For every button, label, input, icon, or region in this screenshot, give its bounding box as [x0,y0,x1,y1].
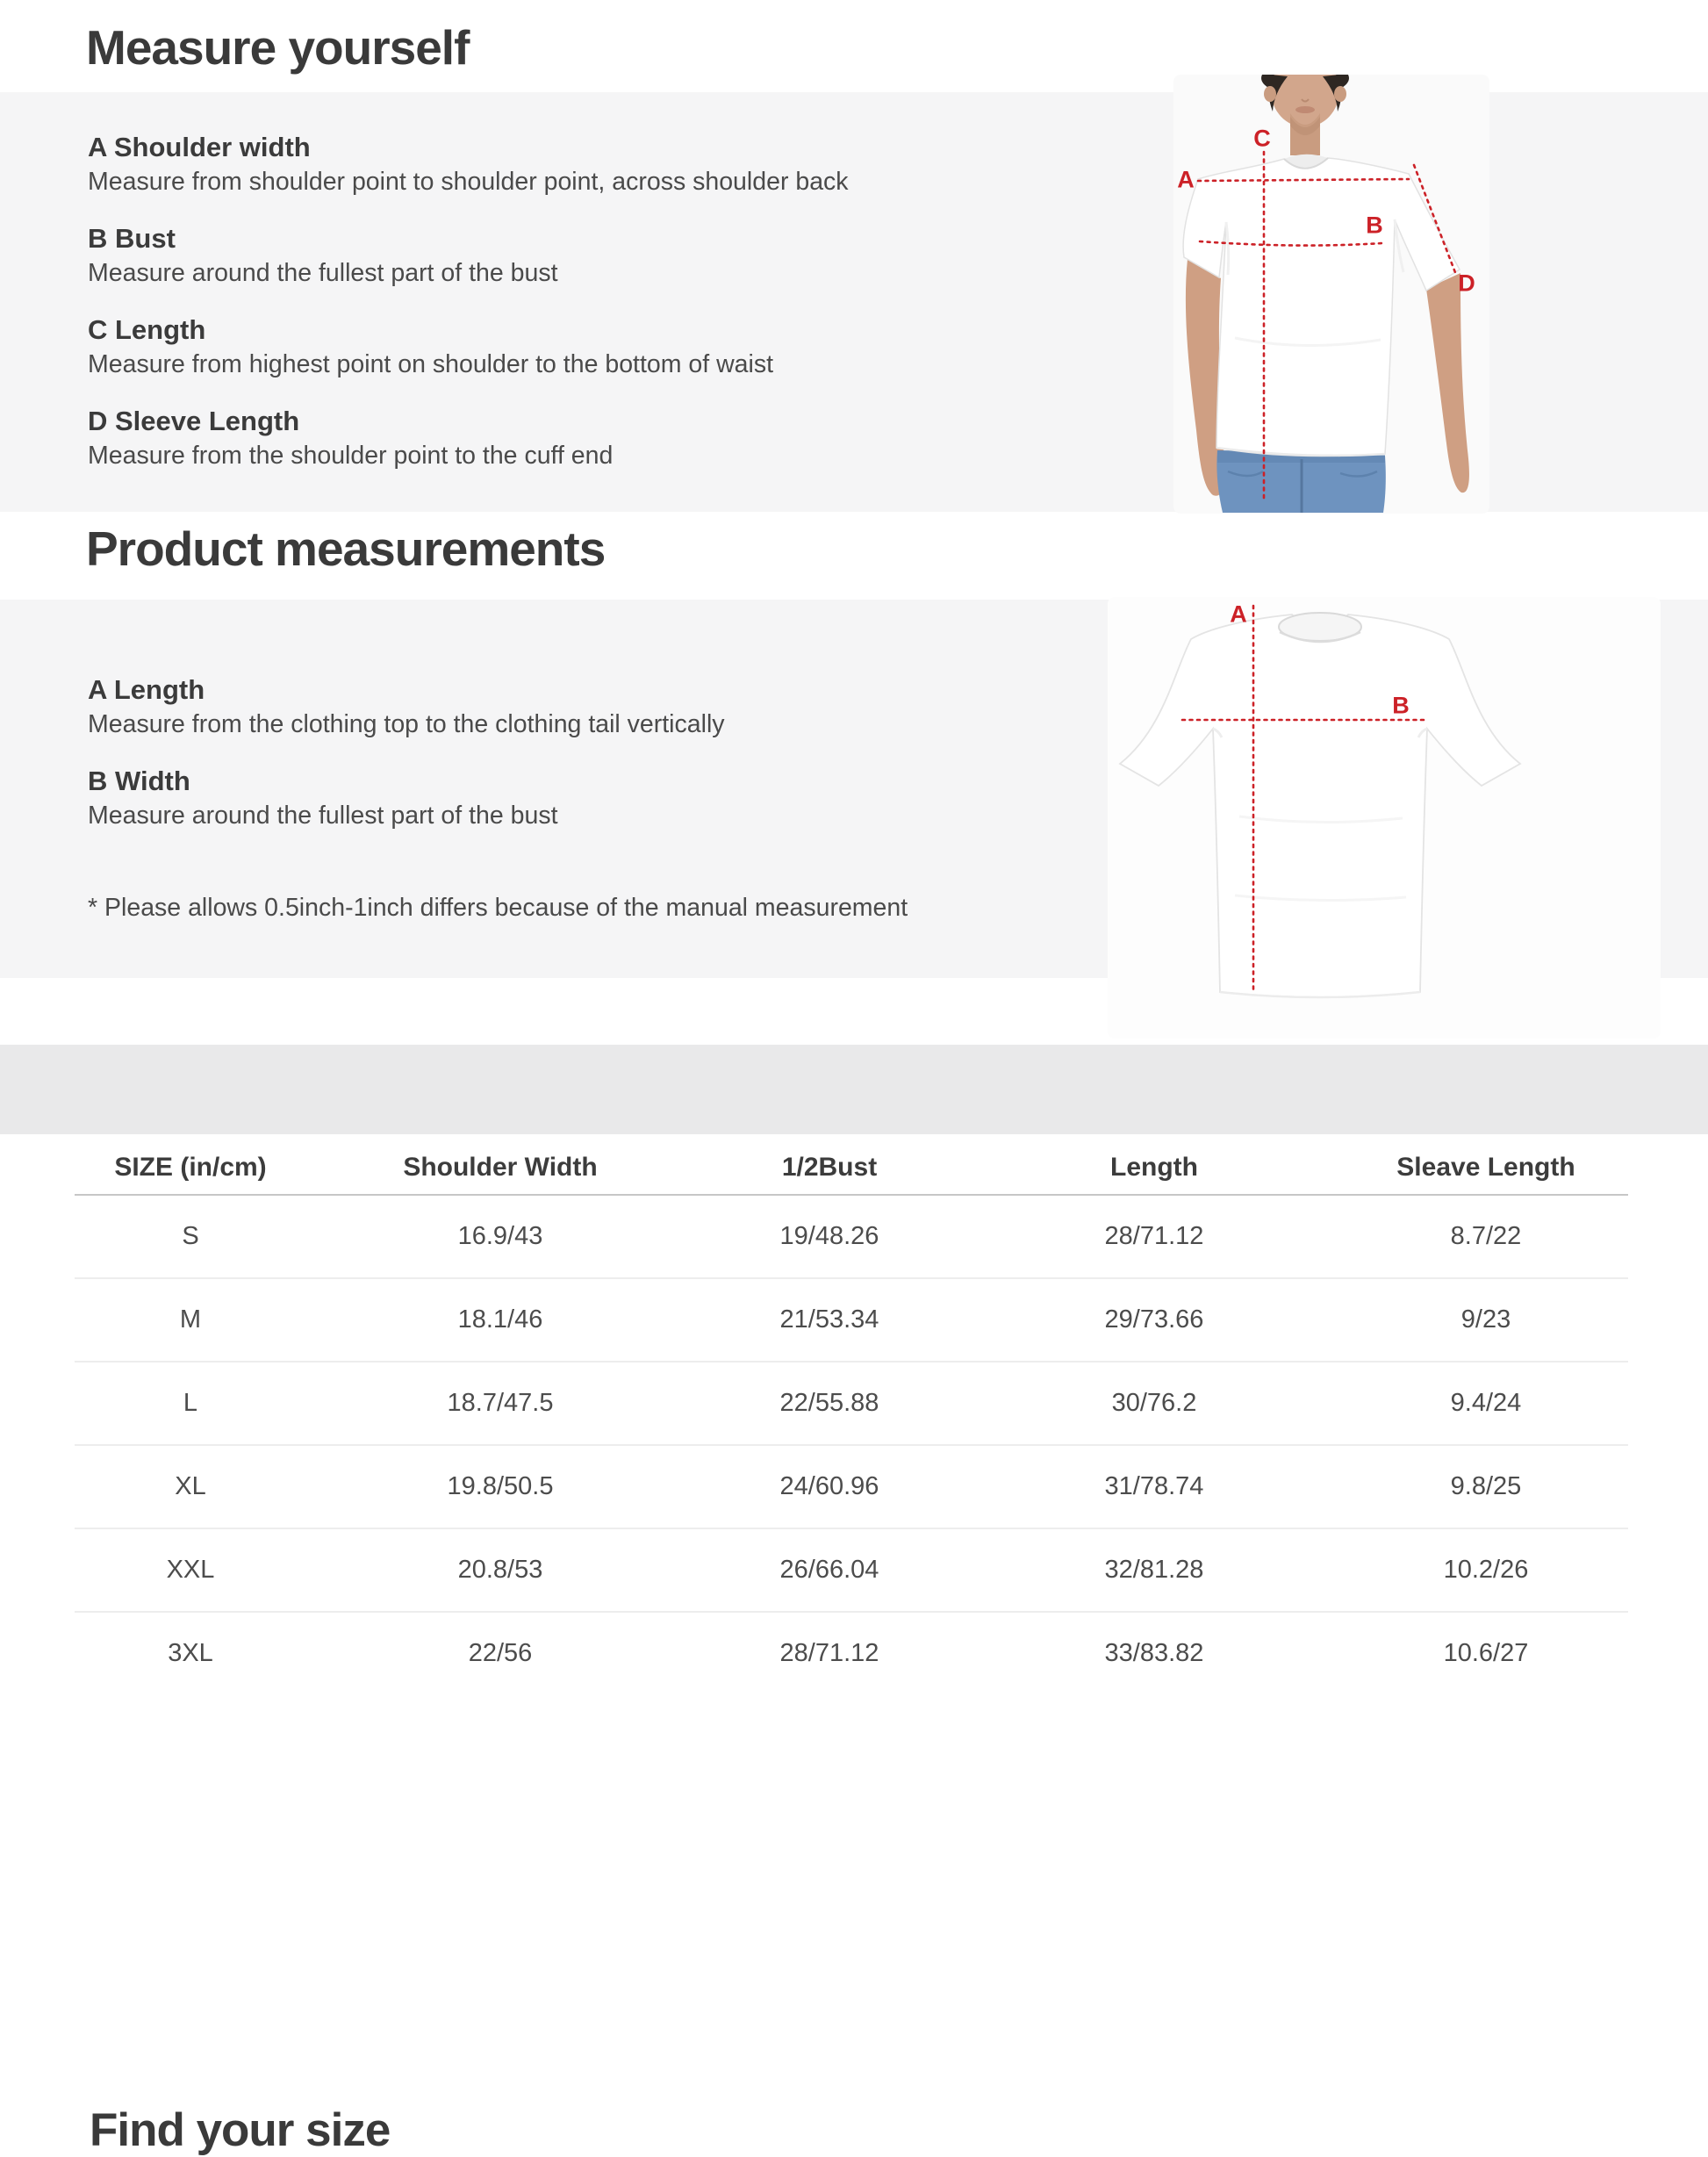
cell-sleeve-length: 9.4/24 [1450,1389,1522,1417]
measure-item-label: C Length [88,314,206,345]
cell-length: 33/83.82 [1104,1639,1204,1667]
measure-item-description: Measure from the clothing top to the clo… [88,710,725,738]
measure-item: A Shoulder width Measure from shoulder p… [88,131,849,199]
measure-item-description: Measure from the shoulder point to the c… [88,442,614,470]
cell-shoulder: 16.9/43 [457,1222,543,1250]
measure-item: C Length Measure from highest point on s… [88,313,849,382]
measure-yourself-title: Measure yourself [86,20,470,75]
measure-item: D Sleeve Length Measure from the shoulde… [88,405,849,473]
label-b-width-icon: B [1392,692,1410,719]
measure-item-label: B Bust [88,223,176,254]
size-table-header: SIZE (in/cm) Shoulder Width 1/2Bust Leng… [75,1141,1628,1196]
cell-length: 30/76.2 [1111,1389,1197,1417]
cell-sleeve-length: 9/23 [1460,1305,1511,1334]
cell-size: S [182,1222,199,1250]
cell-half-bust: 24/60.96 [779,1472,879,1500]
cell-half-bust: 22/55.88 [779,1389,879,1417]
product-measurements-title: Product measurements [86,521,606,576]
cell-size: XL [175,1472,206,1500]
measure-item: B Bust Measure around the fullest part o… [88,222,849,291]
column-header-shoulder: Shoulder Width [403,1153,598,1182]
manual-measurement-note: * Please allows 0.5inch-1inch differs be… [88,894,908,922]
flat-tshirt-illustration [1118,604,1522,999]
product-measurements-instructions: A Length Measure from the clothing top t… [88,673,725,856]
table-row: 3XL 22/56 28/71.12 33/83.82 10.6/27 [75,1613,1628,1694]
table-row: L 18.7/47.5 22/55.88 30/76.2 9.4/24 [75,1363,1628,1446]
measure-item: B Width Measure around the fullest part … [88,765,725,833]
flat-tshirt-photo: A B [1108,597,1661,1039]
label-a-length-icon: A [1230,600,1247,628]
measure-yourself-instructions: A Shoulder width Measure from shoulder p… [88,131,849,496]
measure-item-description: Measure around the fullest part of the b… [88,259,558,287]
column-header-half-bust: 1/2Bust [781,1153,878,1182]
measure-item-label: D Sleeve Length [88,406,300,436]
table-row: S 16.9/43 19/48.26 28/71.12 8.7/22 [75,1196,1628,1279]
column-header-length: Length [1110,1153,1198,1182]
cell-sleeve-length: 8.7/22 [1450,1222,1522,1250]
measure-item: A Length Measure from the clothing top t… [88,673,725,742]
cell-sleeve-length: 9.8/25 [1450,1472,1522,1500]
cell-size: M [179,1305,202,1334]
table-row: M 18.1/46 21/53.34 29/73.66 9/23 [75,1279,1628,1363]
table-row: XL 19.8/50.5 24/60.96 31/78.74 9.8/25 [75,1446,1628,1529]
measure-item-description: Measure from highest point on shoulder t… [88,350,774,378]
measure-item-label: A Length [88,674,205,705]
cell-shoulder: 18.7/47.5 [447,1389,554,1417]
size-table: SIZE (in/cm) Shoulder Width 1/2Bust Leng… [75,1141,1628,1694]
cell-size: 3XL [168,1639,213,1667]
cell-shoulder: 18.1/46 [457,1305,543,1334]
cell-size: L [183,1389,198,1417]
cell-size: XXL [166,1556,215,1584]
model-photo: A C B D [1173,75,1489,514]
measure-item-label: B Width [88,766,190,796]
cell-half-bust: 28/71.12 [779,1639,879,1667]
cell-half-bust: 19/48.26 [779,1222,879,1250]
cell-length: 28/71.12 [1104,1222,1204,1250]
cell-length: 31/78.74 [1104,1472,1204,1500]
label-a-shoulder-icon: A [1177,166,1195,193]
cell-shoulder: 20.8/53 [457,1556,543,1584]
find-your-size-band: Find your size [0,1045,1708,2156]
label-c-length-icon: C [1253,125,1271,152]
label-b-bust-icon: B [1366,212,1383,239]
cell-length: 29/73.66 [1104,1305,1204,1334]
measure-item-description: Measure around the fullest part of the b… [88,802,558,830]
find-your-size-title: Find your size [90,2104,391,2156]
column-header-size: SIZE (in/cm) [114,1153,267,1182]
cell-sleeve-length: 10.6/27 [1443,1639,1529,1667]
measure-item-label: A Shoulder width [88,132,311,162]
table-row: XXL 20.8/53 26/66.04 32/81.28 10.2/26 [75,1529,1628,1613]
size-table-body: S 16.9/43 19/48.26 28/71.12 8.7/22 M 18.… [75,1196,1628,1694]
man-figure-illustration [1182,75,1469,513]
size-guide-page: { "accent_red": "#cc2127", "panel_gray":… [0,20,1708,2156]
cell-length: 32/81.28 [1104,1556,1204,1584]
cell-shoulder: 22/56 [468,1639,533,1667]
measure-item-description: Measure from shoulder point to shoulder … [88,168,849,196]
column-header-sleeve-length: Sleave Length [1396,1153,1575,1182]
cell-sleeve-length: 10.2/26 [1443,1556,1529,1584]
cell-half-bust: 21/53.34 [779,1305,879,1334]
cell-half-bust: 26/66.04 [779,1556,879,1584]
cell-shoulder: 19.8/50.5 [447,1472,554,1500]
label-d-sleeve-icon: D [1458,270,1475,297]
